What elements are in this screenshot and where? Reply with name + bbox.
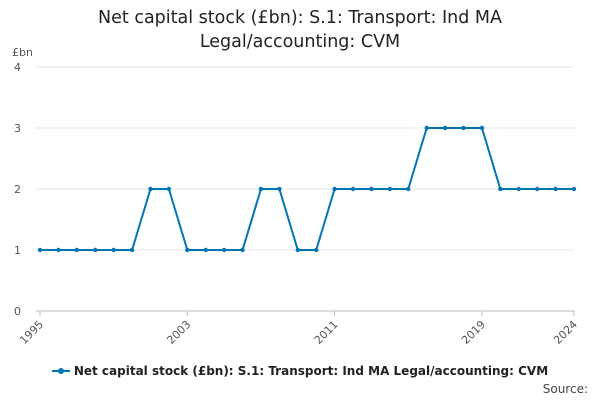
chart-title-line-1: Net capital stock (£bn): S.1: Transport:… [98,8,502,28]
legend: Net capital stock (£bn): S.1: Transport:… [0,364,600,379]
data-point[interactable] [258,186,264,192]
data-point[interactable] [442,125,448,131]
legend-item[interactable]: Net capital stock (£bn): S.1: Transport:… [51,364,549,378]
y-tick-label: 3 [14,122,21,135]
data-point[interactable] [93,247,98,253]
data-point[interactable] [56,247,61,253]
source-label: Source: [542,382,588,396]
data-point[interactable] [37,247,43,253]
data-point[interactable] [369,186,374,192]
data-point[interactable] [571,186,577,192]
x-tick-label: 2024 [551,318,580,347]
data-point[interactable] [516,186,521,192]
data-point[interactable] [203,247,208,253]
chart-title-line-2: Legal/accounting: CVM [199,32,401,52]
data-point[interactable] [350,186,356,192]
data-point[interactable] [129,247,135,253]
y-tick-label: 4 [14,61,21,74]
y-axis-unit-label: £bn [12,46,33,59]
data-point[interactable] [166,186,172,192]
data-point[interactable] [314,247,319,253]
data-point[interactable] [277,186,282,192]
y-tick-label: 1 [14,244,21,257]
x-tick-label: 2019 [459,318,488,347]
y-tick-label: 0 [14,305,21,318]
data-point[interactable] [221,247,227,253]
data-point[interactable] [479,125,485,131]
data-point[interactable] [461,125,466,131]
data-point[interactable] [148,186,153,192]
y-tick-label: 2 [14,183,21,196]
data-point[interactable] [295,247,300,253]
data-point[interactable] [424,125,429,131]
x-tick-label: 2011 [312,318,341,347]
data-point[interactable] [185,247,190,253]
data-point[interactable] [240,247,245,253]
data-point[interactable] [387,186,393,192]
x-tick-label: 1995 [17,318,46,347]
x-tick-label: 2003 [164,318,193,347]
data-point[interactable] [553,186,558,192]
data-point[interactable] [534,186,540,192]
series-line [40,127,574,251]
legend-label: Net capital stock (£bn): S.1: Transport:… [73,364,549,378]
data-point[interactable] [332,186,337,192]
data-point[interactable] [111,247,116,253]
data-point[interactable] [74,247,80,253]
data-point[interactable] [498,186,503,192]
chart-title: Net capital stock (£bn): S.1: Transport:… [0,6,600,54]
legend-line-marker-icon [51,366,70,376]
data-point[interactable] [406,186,411,192]
